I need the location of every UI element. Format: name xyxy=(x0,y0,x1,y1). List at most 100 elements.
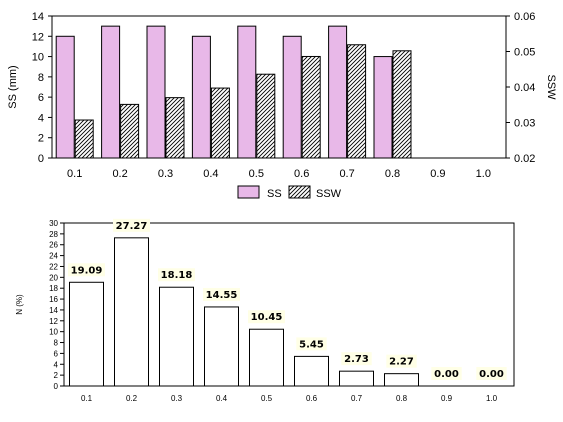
bar-ss xyxy=(328,25,348,159)
x-tick-label: 0.8 xyxy=(396,394,408,403)
bar-ss xyxy=(55,35,75,159)
bar-ss xyxy=(282,35,302,159)
bar-ssw xyxy=(256,73,276,159)
y-axis-title: N (%) xyxy=(15,294,24,315)
x-tick-label: 0.9 xyxy=(441,394,453,403)
y-tick-label: 8 xyxy=(38,72,44,84)
y2-tick-label: 0.04 xyxy=(514,82,535,94)
data-label-bg xyxy=(431,367,462,380)
x-tick-label: 0.6 xyxy=(306,394,318,403)
ss-ssw-chart: 0 2 4 6 8 10 12 14 0.02 0.03 0.04 0.05 0.06 0.1 0.2 0.3… xyxy=(7,11,557,200)
y2-tick-label: 0.05 xyxy=(514,47,535,59)
legend-label-ssw: SSW xyxy=(316,188,342,200)
y-tick-label: 12 xyxy=(49,317,58,326)
y-axis-title: SS (mm) xyxy=(7,65,19,108)
y2-axis-title: SSW xyxy=(545,74,557,100)
y-tick-label: 0 xyxy=(38,153,44,165)
plot-frame xyxy=(63,222,515,387)
x-tick-label: 0.3 xyxy=(171,394,183,403)
data-label: 5.45 xyxy=(299,339,324,350)
data-label: 27.27 xyxy=(116,221,148,232)
bar-n xyxy=(69,281,104,387)
bar-ss xyxy=(101,25,121,159)
legend-swatch-ssw xyxy=(288,185,311,199)
y-tick-label: 8 xyxy=(54,339,59,348)
data-label: 2.73 xyxy=(344,354,369,365)
bar-ssw xyxy=(120,103,140,159)
y-tick-label: 10 xyxy=(49,328,58,337)
x-tick-label: 0.5 xyxy=(261,394,273,403)
data-label: 10.45 xyxy=(251,312,283,323)
data-label-bg xyxy=(296,337,327,351)
bar-n xyxy=(249,328,284,387)
y-tick-label: 12 xyxy=(32,31,44,43)
x-tick-label: 0.2 xyxy=(126,394,138,403)
x-tick-label: 0.5 xyxy=(249,168,264,180)
data-label-bg xyxy=(248,310,285,324)
bar-n xyxy=(159,286,194,387)
y-tick-label: 14 xyxy=(32,11,44,23)
y-tick-label: 6 xyxy=(38,92,44,104)
bar-n xyxy=(339,370,374,387)
bar-n xyxy=(384,373,419,387)
data-label: 0.00 xyxy=(479,369,504,380)
x-tick-label: 0.4 xyxy=(216,394,228,403)
x-tick-label: 0.2 xyxy=(112,168,127,180)
bar-ssw xyxy=(392,50,412,159)
x-tick-label: 0.9 xyxy=(430,168,445,180)
x-tick-label: 0.1 xyxy=(81,394,93,403)
x-tick-label: 0.4 xyxy=(203,168,218,180)
x-tick-label: 0.1 xyxy=(67,168,82,180)
bar-ssw xyxy=(74,119,94,159)
data-label-bg xyxy=(68,263,105,277)
data-label-bg xyxy=(386,354,417,368)
y-tick-label: 6 xyxy=(54,349,59,358)
x-tick-label: 1.0 xyxy=(476,168,491,180)
data-label-bg xyxy=(476,367,507,380)
y2-tick-label: 0.03 xyxy=(514,118,535,130)
data-label: 18.18 xyxy=(161,270,193,281)
y-tick-label: 26 xyxy=(49,241,58,250)
y-tick-label: 14 xyxy=(49,306,58,315)
data-label: 19.09 xyxy=(71,265,103,276)
y-tick-label: 16 xyxy=(49,295,58,304)
bar-ss xyxy=(237,25,257,159)
y2-tick-label: 0.02 xyxy=(514,153,535,165)
bar-ss xyxy=(191,35,211,159)
data-label-bg xyxy=(158,268,195,282)
legend-swatch-ss xyxy=(237,185,260,199)
bar-ss xyxy=(373,56,393,159)
legend-label-ss: SS xyxy=(267,188,282,200)
bar-ss xyxy=(146,25,166,159)
y-tick-label: 2 xyxy=(54,371,59,380)
bar-ssw xyxy=(165,97,185,159)
y-tick-label: 20 xyxy=(49,273,58,282)
y-tick-label: 2 xyxy=(38,133,44,145)
y-tick-label: 10 xyxy=(32,52,44,64)
y-tick-label: 24 xyxy=(49,252,58,261)
y-tick-label: 30 xyxy=(49,219,58,228)
data-label: 0.00 xyxy=(434,369,459,380)
y-tick-label: 4 xyxy=(38,112,44,124)
data-label: 2.27 xyxy=(389,357,414,368)
bar-n xyxy=(114,237,149,387)
data-label-bg xyxy=(113,218,150,232)
bar-ssw xyxy=(301,55,321,159)
bar-n xyxy=(294,355,329,387)
y2-tick-label: 0.06 xyxy=(514,11,535,23)
x-tick-label: 0.8 xyxy=(385,168,400,180)
data-label-bg xyxy=(341,352,372,366)
data-label-bg xyxy=(203,287,240,301)
y-tick-label: 28 xyxy=(49,230,58,239)
y-tick-label: 0 xyxy=(54,382,59,391)
bar-ssw xyxy=(347,44,367,159)
x-tick-label: 0.7 xyxy=(339,168,354,180)
data-label: 14.55 xyxy=(206,290,238,301)
x-tick-label: 0.6 xyxy=(294,168,309,180)
x-tick-label: 1.0 xyxy=(486,394,498,403)
y-tick-label: 18 xyxy=(49,284,58,293)
x-tick-label: 0.3 xyxy=(158,168,173,180)
x-tick-label: 0.7 xyxy=(351,394,363,403)
